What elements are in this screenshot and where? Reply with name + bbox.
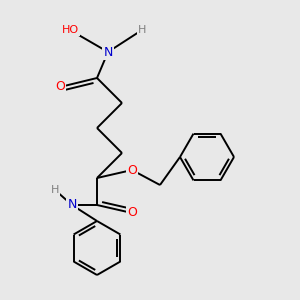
Text: N: N (67, 199, 77, 212)
Text: O: O (55, 80, 65, 94)
Text: N: N (103, 46, 113, 59)
Text: O: O (127, 164, 137, 176)
Text: HO: HO (61, 25, 79, 35)
Text: H: H (51, 185, 59, 195)
Text: H: H (138, 25, 146, 35)
Text: O: O (127, 206, 137, 220)
